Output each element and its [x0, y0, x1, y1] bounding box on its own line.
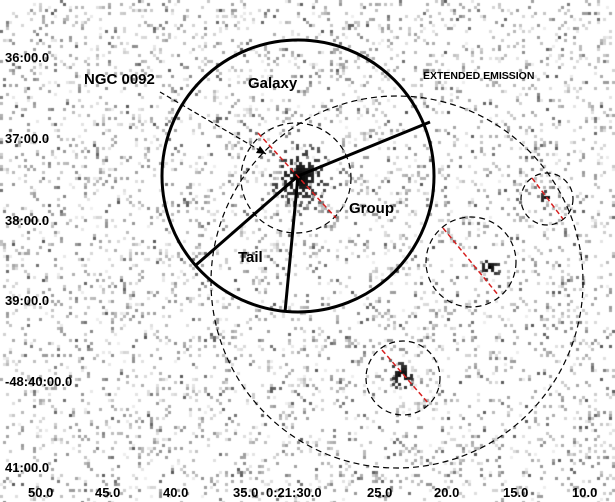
galaxy-label: Galaxy — [248, 75, 298, 92]
extended-emission-region — [210, 95, 584, 469]
dec-tick-label: 41:00.0 — [5, 460, 49, 475]
dec-tick-label: 39:00.0 — [5, 293, 49, 308]
sector-line-galaxy-group — [297, 120, 431, 178]
source-circle-right — [425, 216, 517, 308]
ra-tick-label: 10.0 — [572, 485, 597, 500]
ra-tick-label: 25.0 — [367, 485, 392, 500]
ra-tick-label: 20.0 — [434, 485, 459, 500]
group-label: Group — [349, 200, 394, 217]
ngc-pointer-arrowhead — [256, 146, 266, 154]
slit-line-ngc — [257, 132, 337, 219]
dec-tick-label: 37:00.0 — [5, 131, 49, 146]
source-circle-bottom — [365, 340, 441, 416]
galaxy-region — [160, 38, 436, 314]
sector-line-tail-group — [283, 175, 300, 313]
tail-label: Tail — [238, 249, 263, 266]
dec-tick-label: 38:00.0 — [5, 213, 49, 228]
ngc-label: NGC 0092 — [84, 71, 155, 88]
slit-line-bottom — [381, 349, 430, 405]
ra-tick-label: 50.0 — [28, 485, 53, 500]
extended-emission-label: EXTENDED EMISSION — [423, 70, 534, 82]
ra-tick-label: 40.0 — [163, 485, 188, 500]
source-circle-far-right — [520, 172, 574, 226]
dec-tick-label: -48:40:00.0 — [5, 374, 72, 389]
ra-tick-label: 0:21:30.0 — [266, 485, 322, 500]
dec-tick-label: 36:00.0 — [5, 50, 49, 65]
ra-tick-label: 45.0 — [95, 485, 120, 500]
sector-line-galaxy-tail — [195, 174, 299, 267]
slit-line-right — [442, 227, 500, 297]
ra-tick-label: 15.0 — [503, 485, 528, 500]
slit-line-far-right — [531, 177, 564, 220]
ngc-pointer-arrow — [159, 91, 267, 155]
group-region — [240, 122, 352, 234]
ra-tick-label: 35.0 — [233, 485, 258, 500]
